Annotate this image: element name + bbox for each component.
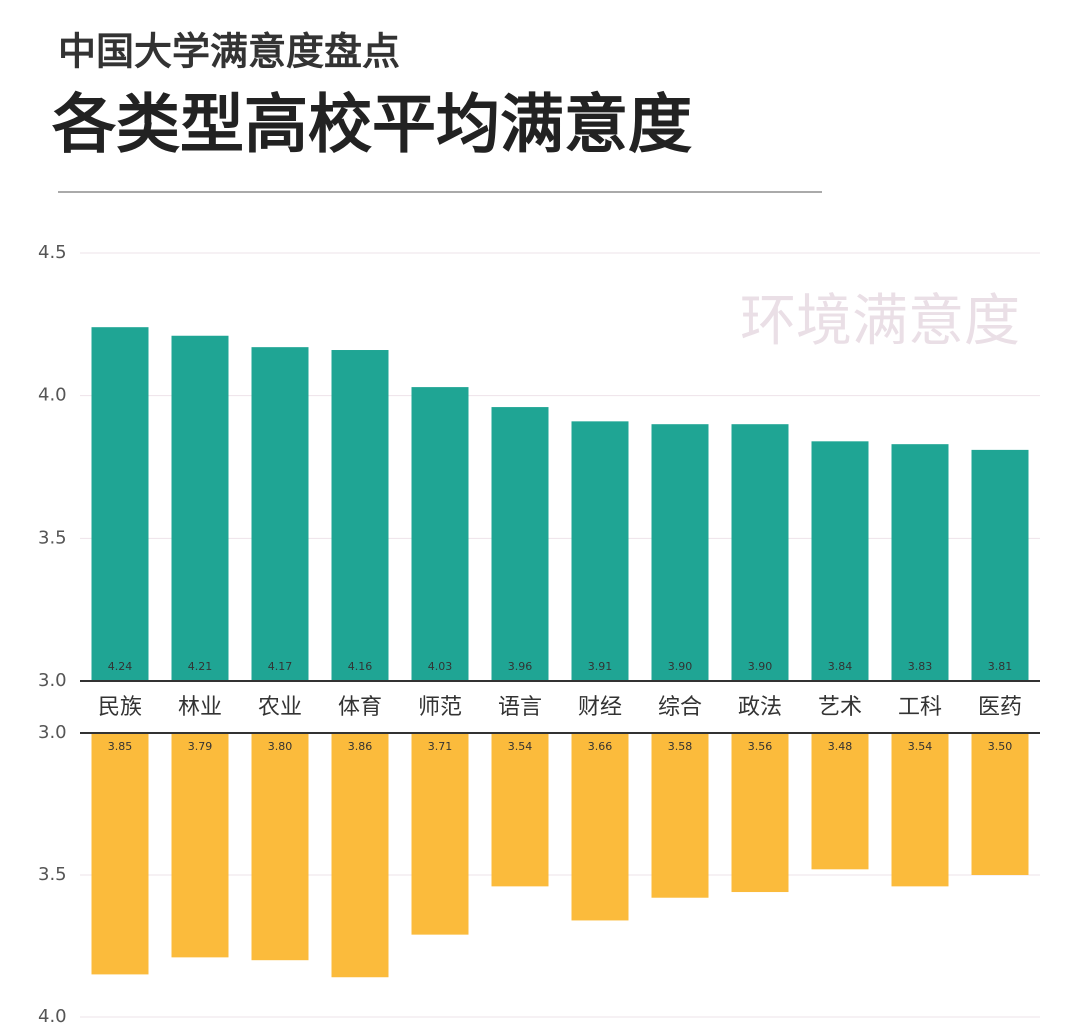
bar (571, 421, 629, 681)
bar (171, 733, 229, 958)
chart-title: 各类型高校平均满意度 (52, 88, 692, 163)
bar (891, 733, 949, 887)
x-tick-label: 综合 (658, 695, 702, 720)
value-label: 3.56 (748, 740, 773, 753)
bar (331, 350, 389, 681)
bar (411, 733, 469, 935)
value-label: 4.21 (188, 660, 213, 673)
value-label: 4.17 (268, 660, 293, 673)
chart-subtitle: 中国大学满意度盘点 (58, 29, 400, 74)
bar (491, 733, 549, 887)
y-tick-label: 3.0 (38, 670, 67, 691)
value-label: 3.90 (748, 660, 773, 673)
value-label: 3.54 (508, 740, 533, 753)
bar (91, 327, 149, 681)
value-label: 3.80 (268, 740, 293, 753)
bar (971, 733, 1029, 875)
value-label: 3.54 (908, 740, 933, 753)
value-label: 4.24 (108, 660, 133, 673)
value-label: 3.71 (428, 740, 453, 753)
y-tick-label: 3.5 (38, 864, 67, 885)
x-tick-label: 艺术 (818, 695, 862, 720)
bar (331, 733, 389, 978)
value-label: 3.79 (188, 740, 213, 753)
bar (811, 733, 869, 870)
value-label: 3.81 (988, 660, 1013, 673)
value-label: 3.48 (828, 740, 853, 753)
bar (91, 733, 149, 975)
y-tick-label: 3.5 (38, 527, 67, 548)
bar (971, 449, 1029, 681)
x-tick-label: 医药 (978, 695, 1022, 720)
bar (731, 424, 789, 681)
x-tick-label: 民族 (98, 695, 142, 720)
value-label: 3.85 (108, 740, 133, 753)
x-tick-label: 语言 (498, 695, 542, 720)
value-label: 3.83 (908, 660, 933, 673)
bar (651, 424, 709, 681)
value-label: 3.96 (508, 660, 533, 673)
bar (571, 733, 629, 921)
value-label: 4.03 (428, 660, 453, 673)
x-tick-label: 体育 (338, 695, 382, 720)
y-tick-label: 4.0 (38, 385, 67, 406)
x-tick-label: 农业 (258, 695, 302, 720)
x-tick-label: 师范 (418, 695, 462, 720)
annotation: 环境满意度 (740, 289, 1020, 354)
value-label: 3.91 (588, 660, 613, 673)
y-tick-label: 4.5 (38, 242, 67, 263)
x-tick-label: 政法 (738, 695, 782, 720)
value-label: 3.86 (348, 740, 373, 753)
value-label: 3.66 (588, 740, 613, 753)
x-tick-label: 工科 (898, 695, 942, 720)
value-label: 3.50 (988, 740, 1013, 753)
y-tick-label: 4.0 (38, 1006, 67, 1027)
bar (171, 335, 229, 681)
value-label: 3.84 (828, 660, 853, 673)
bar (411, 387, 469, 681)
value-label: 4.16 (348, 660, 373, 673)
bar (731, 733, 789, 893)
bar (811, 441, 869, 681)
value-label: 3.58 (668, 740, 693, 753)
bar (491, 407, 549, 681)
value-label: 3.90 (668, 660, 693, 673)
bar (651, 733, 709, 898)
x-tick-label: 财经 (578, 695, 622, 720)
x-tick-label: 林业 (178, 695, 222, 720)
bar (891, 444, 949, 681)
bar (251, 347, 309, 681)
y-tick-label: 3.0 (38, 722, 67, 743)
bar (251, 733, 309, 961)
